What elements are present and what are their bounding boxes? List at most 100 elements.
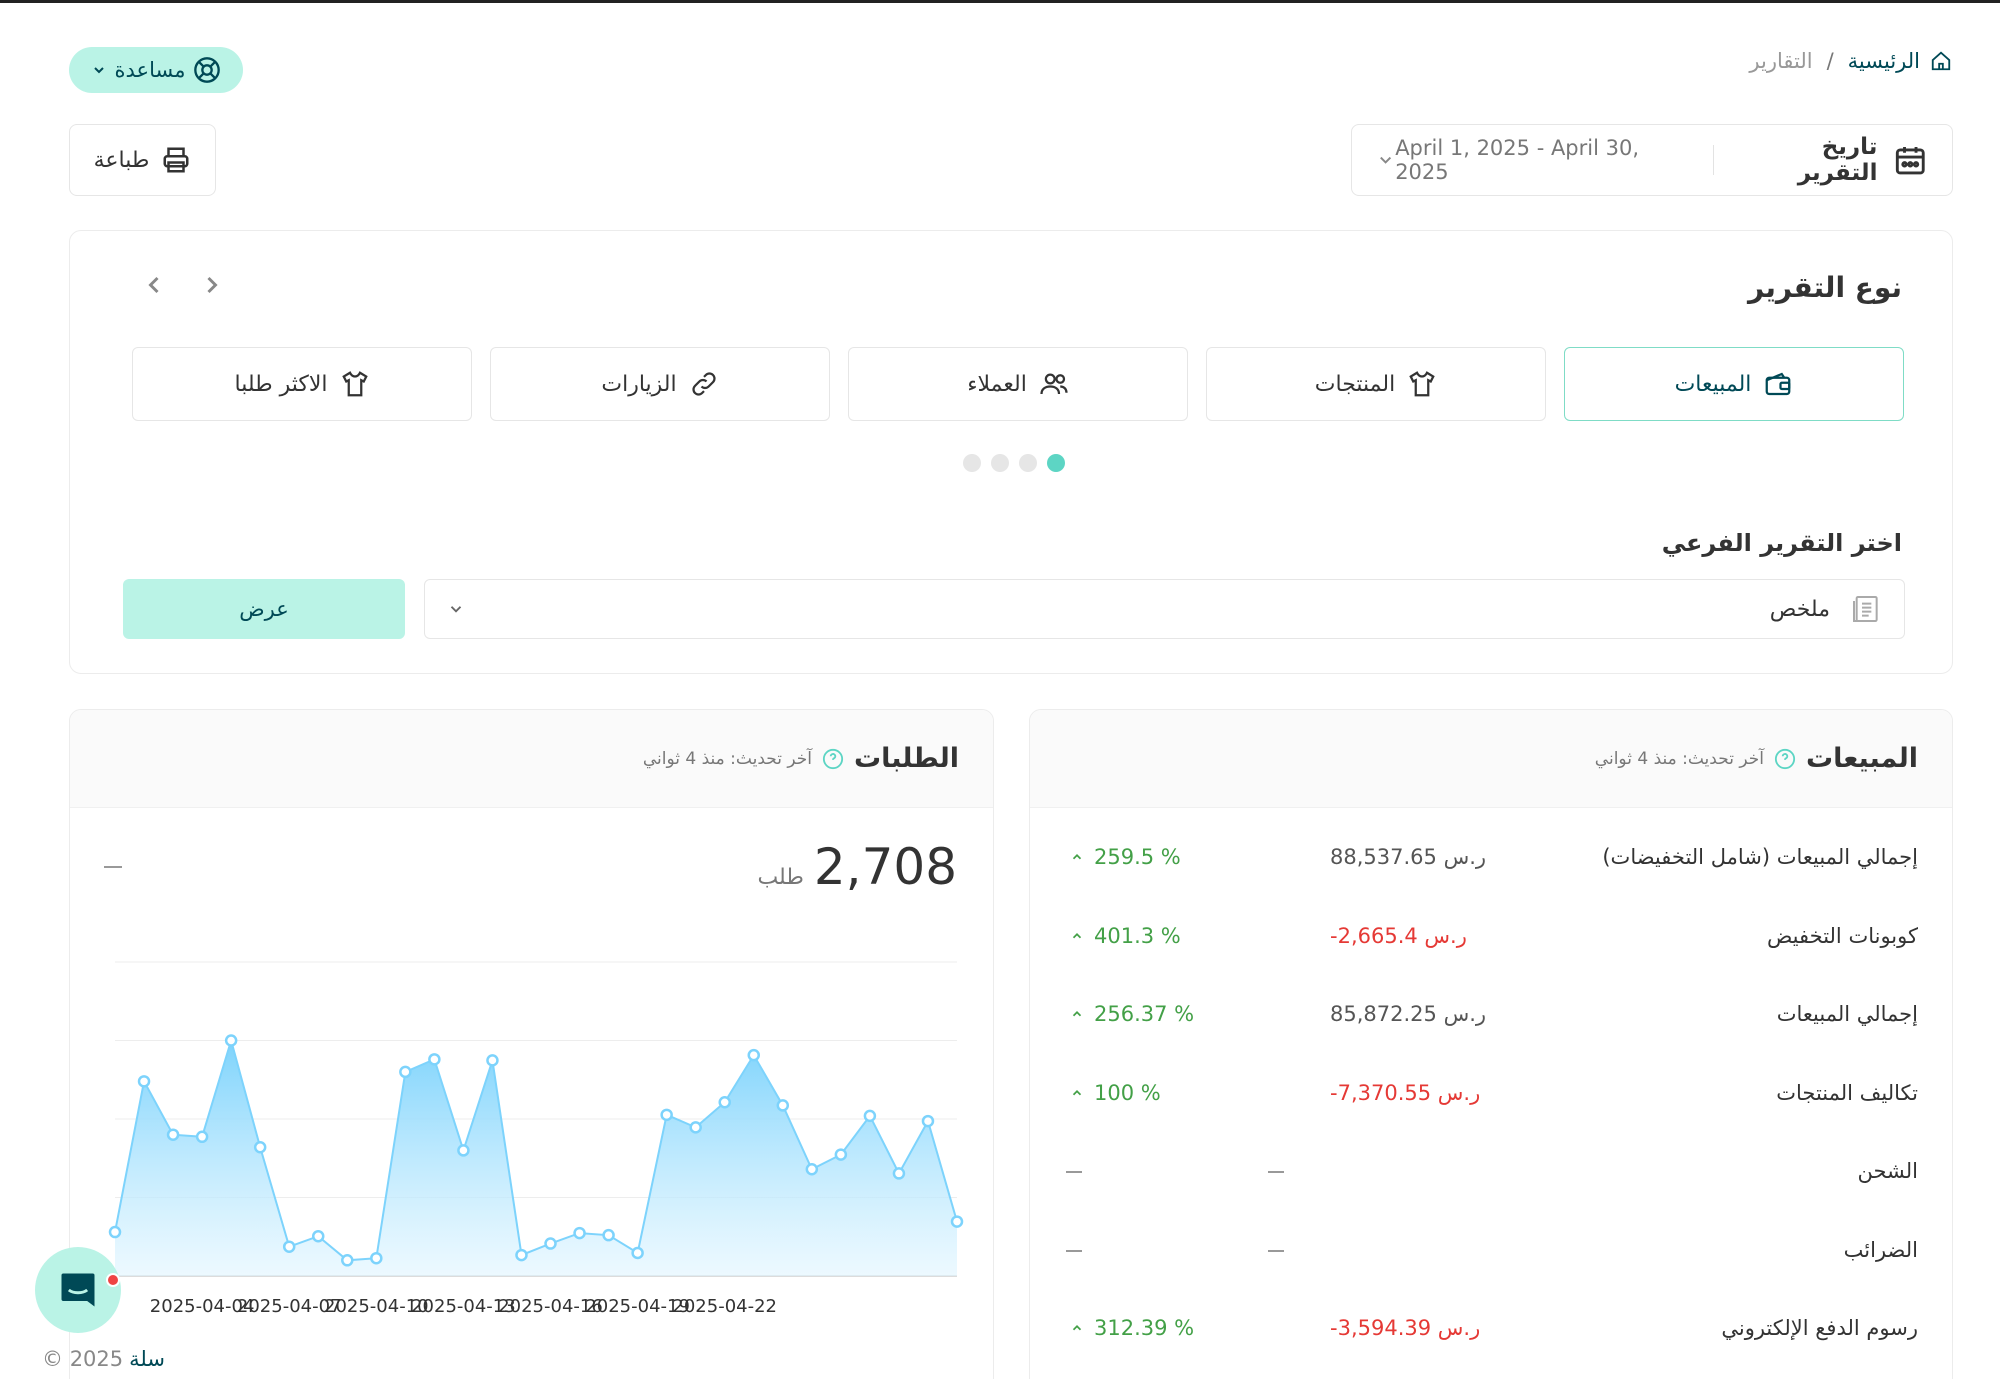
view-report-button[interactable]: عرض	[123, 579, 405, 639]
pagination-dot[interactable]	[1019, 454, 1037, 472]
sales-row: تكاليف المنتجات -7,370.55 ر.س 100 %	[1030, 1057, 1952, 1135]
tab-sales[interactable]: المبيعات	[1564, 347, 1904, 421]
help-circle-icon[interactable]	[1774, 748, 1796, 770]
tab-visits[interactable]: الزيارات	[490, 347, 830, 421]
help-circle-icon[interactable]	[822, 748, 844, 770]
tab-label: الزيارات	[601, 371, 677, 397]
breadcrumb-home-link[interactable]: الرئيسية	[1848, 49, 1952, 73]
chart-point[interactable]	[457, 1144, 470, 1157]
report-date-filter[interactable]: تاريخ التقرير April 1, 2025 - April 30, …	[1351, 124, 1953, 196]
orders-total-number: 2,708	[813, 838, 957, 896]
chevron-down-icon	[1380, 156, 1392, 164]
chart-point[interactable]	[805, 1162, 819, 1176]
chart-point[interactable]	[892, 1167, 906, 1180]
sales-row: الضرائب	[1030, 1214, 1952, 1292]
breadcrumb-home-label: الرئيسية	[1847, 49, 1920, 73]
chart-point[interactable]	[863, 1109, 877, 1123]
users-icon	[1040, 373, 1068, 395]
chart-point[interactable]	[108, 1225, 122, 1239]
chart-point[interactable]	[166, 1128, 180, 1141]
pagination-dot-active[interactable]	[1047, 454, 1065, 472]
chart-point[interactable]	[486, 1054, 499, 1067]
calendar-icon	[1896, 147, 1926, 175]
notification-dot	[106, 1273, 120, 1287]
tabs-pagination-dots	[963, 454, 1065, 472]
tab-label: الاكثر طلبا	[234, 371, 328, 397]
pagination-dot[interactable]	[991, 454, 1009, 472]
sales-row: إجمالي المبيعات (شامل التخفيضات) 88,537.6…	[1030, 821, 1952, 899]
chart-point[interactable]	[689, 1121, 702, 1134]
orders-total-unit: طلب	[757, 865, 804, 890]
chart-point[interactable]	[399, 1065, 412, 1079]
sales-updated-text: آخر تحديث: منذ 4 ثواني	[1594, 748, 1764, 769]
arrow-up-icon	[1072, 1325, 1082, 1331]
sales-row-change-value: 401.3 %	[1094, 923, 1181, 948]
chart-point[interactable]	[311, 1229, 325, 1243]
footer-brand[interactable]: سلة	[129, 1347, 165, 1371]
sales-row-value: 85,872.25 ر.س	[1330, 1002, 1487, 1026]
wallet-icon	[1766, 372, 1791, 396]
shirt-icon	[341, 371, 368, 397]
orders-updated-text: آخر تحديث: منذ 4 ثواني	[642, 748, 812, 769]
chart-point[interactable]	[602, 1228, 615, 1242]
print-button[interactable]: طباعة	[69, 124, 216, 196]
sales-row: إجمالي المبيعات 85,872.25 ر.س 256.37 %	[1030, 978, 1952, 1056]
sales-row-change: 259.5 %	[1070, 845, 1181, 869]
prev-arrow-button[interactable]	[140, 271, 168, 299]
chart-point[interactable]	[747, 1048, 761, 1062]
tab-label: المبيعات	[1674, 371, 1752, 397]
date-filter-divider	[1712, 145, 1714, 175]
chart-point[interactable]	[137, 1075, 151, 1088]
report-type-title: نوع التقرير	[1748, 271, 1902, 304]
chevron-right-icon	[207, 276, 218, 294]
sales-row-name: رسوم الدفع الإلكتروني	[1721, 1316, 1918, 1340]
empty-value-dash	[1268, 1171, 1284, 1173]
sub-report-select[interactable]: ملخص	[424, 579, 1905, 639]
chat-button[interactable]	[35, 1247, 121, 1333]
empty-change-dash	[1066, 1249, 1082, 1252]
sales-panel-header: المبيعات آخر تحديث: منذ 4 ثواني	[1030, 710, 1952, 808]
chart-point[interactable]	[195, 1130, 209, 1144]
chart-tick-label: 2025-04-22	[672, 1296, 777, 1317]
arrow-up-icon	[1072, 1089, 1082, 1095]
sales-row-name: إجمالي المبيعات (شامل التخفيضات)	[1602, 845, 1918, 869]
chart-tick-label: 2025-04-19	[585, 1296, 690, 1317]
chart-point[interactable]	[544, 1237, 557, 1250]
help-label: مساعدة	[114, 58, 186, 82]
sub-report-label: اختر التقرير الفرعي	[1661, 529, 1902, 557]
chart-point[interactable]	[428, 1053, 441, 1066]
chevron-down-icon	[450, 606, 462, 613]
tab-most-ordered[interactable]: الاكثر طلبا	[132, 347, 472, 421]
lifebuoy-icon	[194, 57, 221, 83]
chart-point[interactable]	[660, 1108, 673, 1122]
help-button[interactable]: مساعدة	[69, 47, 243, 93]
collapse-icon[interactable]	[104, 866, 122, 868]
breadcrumb: الرئيسية / التقارير	[1749, 49, 1952, 73]
chart-point[interactable]	[253, 1141, 267, 1154]
chart-tick-label: 2025-04-07	[237, 1296, 342, 1317]
footer: سلة 2025 ©	[42, 1347, 165, 1371]
chart-point[interactable]	[834, 1148, 848, 1161]
chart-point[interactable]	[631, 1246, 644, 1260]
chart-tick-label: 2025-04-13	[411, 1296, 516, 1317]
sales-row-name: إجمالي المبيعات	[1776, 1002, 1918, 1026]
tab-customers[interactable]: العملاء	[848, 347, 1188, 421]
chart-point[interactable]	[224, 1034, 238, 1047]
chart-point[interactable]	[515, 1248, 528, 1262]
chart-point[interactable]	[341, 1254, 354, 1267]
chart-point[interactable]	[950, 1215, 964, 1228]
chart-point[interactable]	[776, 1099, 790, 1112]
chart-point[interactable]	[370, 1251, 383, 1265]
next-arrow-button[interactable]	[198, 271, 226, 299]
tab-products[interactable]: المنتجات	[1206, 347, 1546, 421]
chart-point[interactable]	[718, 1096, 731, 1109]
pagination-dot[interactable]	[963, 454, 981, 472]
breadcrumb-separator: /	[1826, 49, 1834, 73]
sales-row-change: 256.37 %	[1070, 1002, 1194, 1026]
chart-point[interactable]	[282, 1240, 296, 1253]
chart-point[interactable]	[573, 1226, 586, 1240]
link-icon	[692, 372, 716, 396]
chevron-down-icon	[93, 67, 104, 74]
chart-point[interactable]	[921, 1114, 935, 1128]
orders-title: الطلبات	[853, 743, 959, 774]
